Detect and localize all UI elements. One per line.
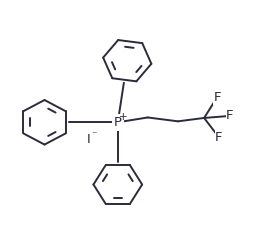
Text: +: +	[119, 112, 128, 122]
Text: P: P	[114, 116, 122, 129]
Text: F: F	[215, 131, 223, 144]
Text: I: I	[87, 133, 90, 146]
Text: F: F	[213, 91, 221, 104]
Text: ⁻: ⁻	[92, 130, 97, 140]
Text: F: F	[226, 109, 234, 123]
